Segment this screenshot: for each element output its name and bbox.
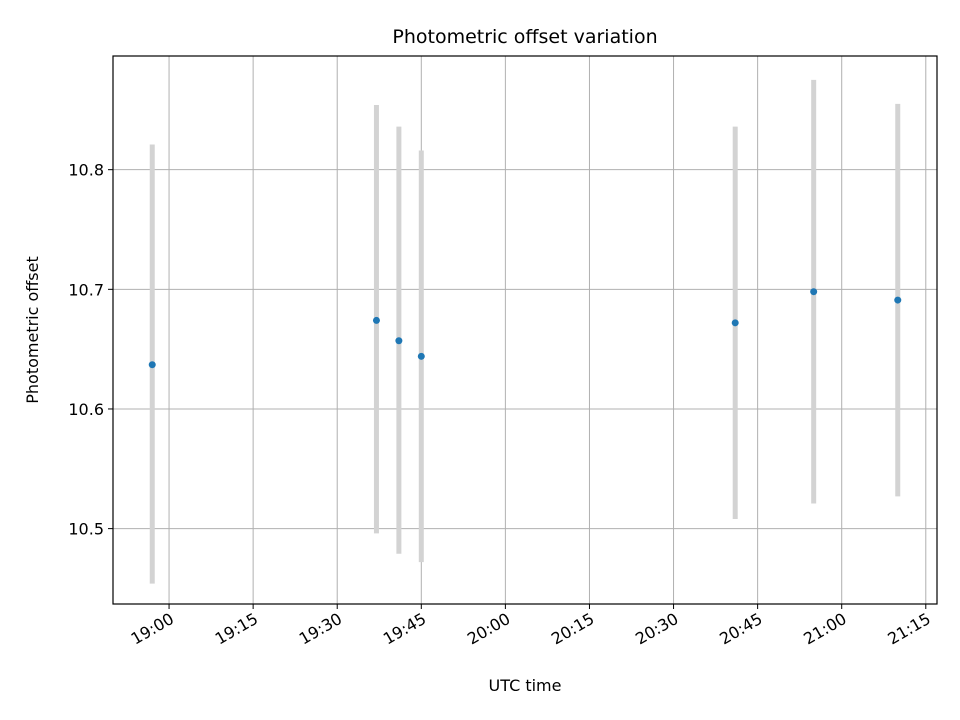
data-point xyxy=(395,337,403,345)
x-tick-label: 21:15 xyxy=(884,609,933,649)
y-tick-label: 10.8 xyxy=(68,161,104,180)
chart-title: Photometric offset variation xyxy=(392,26,657,48)
y-tick-label: 10.5 xyxy=(68,520,104,539)
data-point xyxy=(731,319,739,327)
data-point xyxy=(372,316,380,324)
x-tick-label: 19:30 xyxy=(296,609,345,649)
x-axis-ticks: 19:00 19:15 19:30 19:45 20:00 20:15 20:30 20:45… xyxy=(128,604,934,649)
y-tick-label: 10.7 xyxy=(68,280,104,299)
data-point xyxy=(894,296,902,304)
x-axis-label: UTC time xyxy=(489,676,562,695)
data-point xyxy=(417,352,425,360)
x-tick-label: 20:45 xyxy=(716,609,765,649)
x-tick-label: 19:15 xyxy=(212,609,261,649)
x-tick-label: 20:00 xyxy=(464,609,513,649)
x-tick-label: 21:00 xyxy=(800,609,849,649)
x-tick-label: 19:45 xyxy=(380,609,429,649)
y-tick-label: 10.6 xyxy=(68,400,104,419)
plot-area-frame xyxy=(112,55,938,605)
data-points xyxy=(148,288,902,369)
y-axis-label: Photometric offset xyxy=(23,256,42,404)
data-point xyxy=(148,361,156,369)
grid-lines xyxy=(113,56,937,604)
error-bars xyxy=(149,79,901,584)
x-tick-label: 19:00 xyxy=(128,609,177,649)
y-axis-ticks: 10.5 10.6 10.7 10.8 xyxy=(68,161,113,539)
data-point xyxy=(810,288,818,296)
x-tick-label: 20:15 xyxy=(548,609,597,649)
x-tick-label: 20:30 xyxy=(632,609,681,649)
